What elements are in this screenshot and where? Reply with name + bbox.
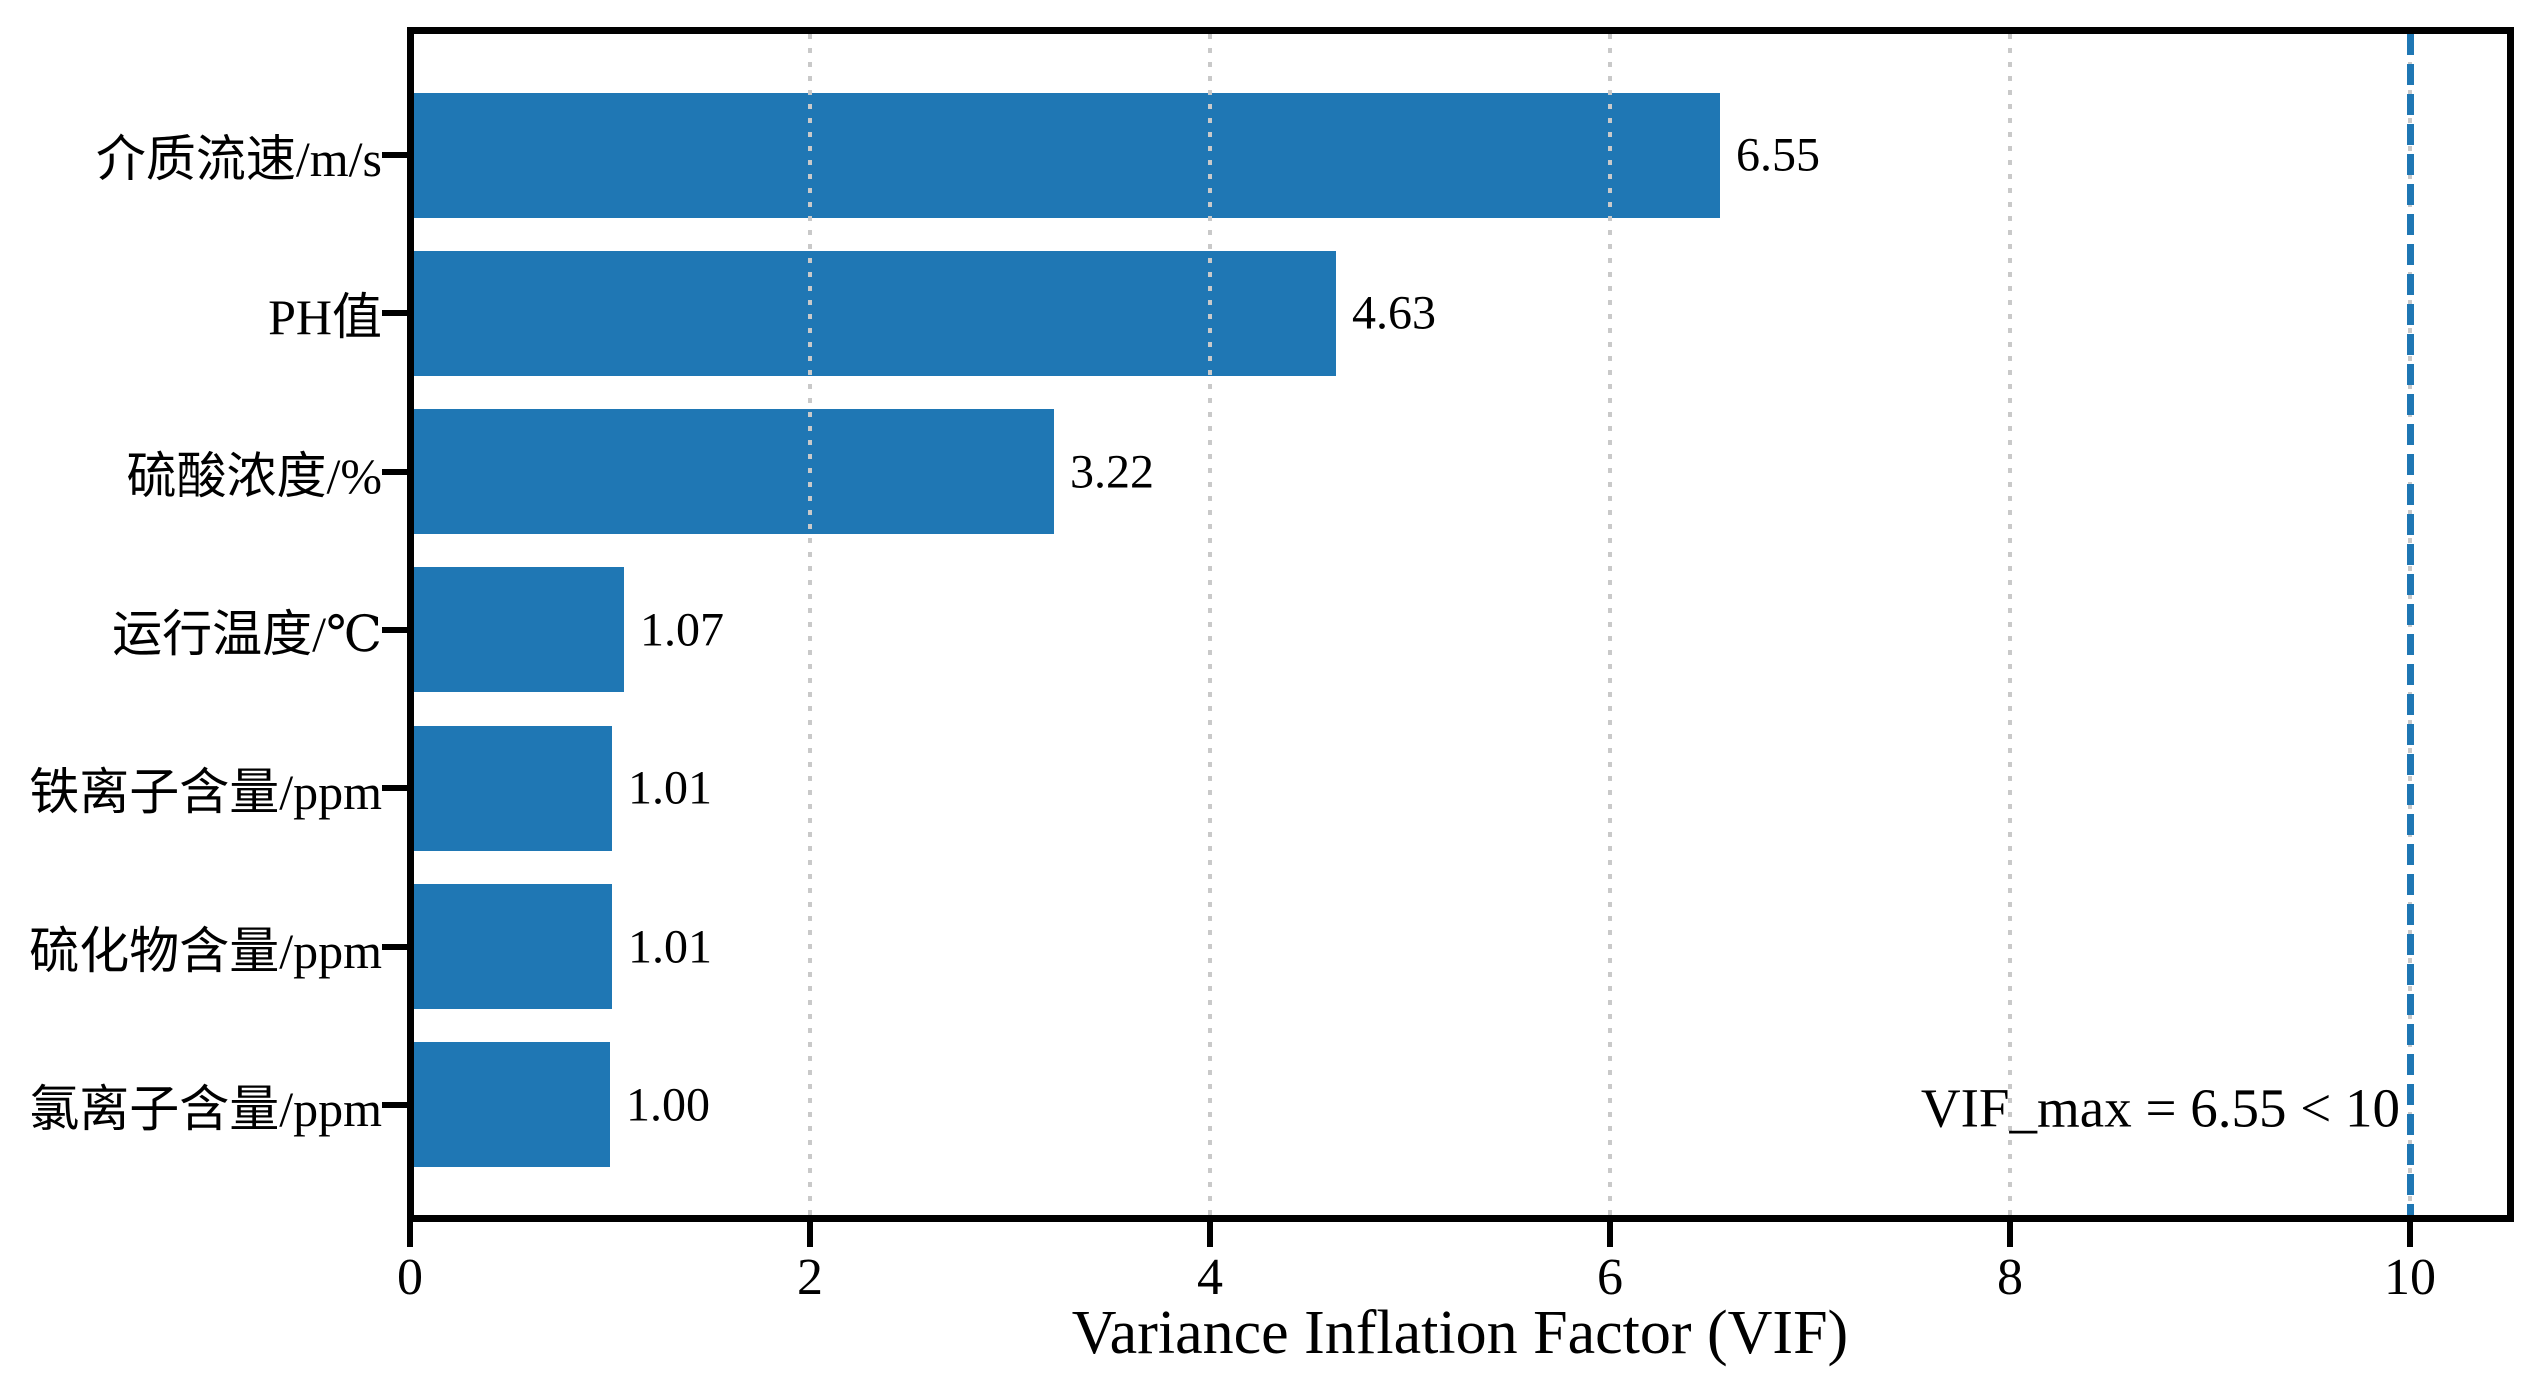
gridline [2008, 33, 2012, 1215]
y-axis-tick [381, 310, 407, 317]
bar-value-label: 6.55 [1736, 128, 1820, 182]
bar [410, 725, 612, 851]
y-axis-tick [381, 152, 407, 158]
gridline [1208, 33, 1212, 1215]
x-axis-tick [2007, 1221, 2013, 1247]
y-axis-tick-label: PH值 [268, 289, 382, 346]
bar-value-label: 1.01 [628, 920, 712, 973]
x-axis-tick [407, 1221, 413, 1247]
vif-max-annotation: VIF_max = 6.55 < 10 [1920, 1077, 2400, 1139]
x-axis-tick [807, 1221, 813, 1247]
x-axis-tick-label: 0 [397, 1249, 423, 1306]
y-axis-tick [381, 943, 407, 950]
bar [410, 409, 1054, 535]
x-axis-tick [1207, 1221, 1213, 1247]
threshold-line [2406, 33, 2414, 1215]
y-axis-tick [381, 626, 407, 633]
y-axis-tick-label: 硫化物含量/ppm [29, 922, 382, 979]
x-axis-tick-label: 2 [797, 1249, 823, 1306]
bar-value-label: 3.22 [1070, 445, 1154, 499]
y-axis-tick-label: 运行温度/℃ [112, 605, 382, 662]
x-axis-tick-label: 10 [2384, 1249, 2436, 1306]
x-axis-tick-label: 4 [1197, 1249, 1223, 1306]
y-axis-tick-label: 氯离子含量/ppm [29, 1080, 382, 1137]
x-axis-tick-label: 6 [1597, 1249, 1623, 1306]
y-axis-tick [381, 1101, 407, 1108]
bar-value-label: 1.07 [640, 603, 724, 657]
x-axis-tick [2407, 1221, 2413, 1247]
bar [410, 92, 1720, 218]
gridline [1608, 33, 1612, 1215]
x-axis-label: Variance Inflation Factor (VIF) [1071, 1299, 1849, 1367]
gridline [808, 33, 812, 1215]
x-axis-tick [1607, 1221, 1613, 1247]
bar [410, 884, 612, 1009]
bar-value-label: 1.00 [626, 1078, 710, 1132]
y-axis-tick-label: 铁离子含量/ppm [29, 764, 382, 821]
x-axis-tick-label: 8 [1997, 1249, 2023, 1306]
y-axis-tick-label: 介质流速/m/s [95, 131, 382, 187]
bar-value-label: 4.63 [1352, 286, 1436, 340]
bar-value-label: 1.01 [628, 761, 712, 815]
y-axis-tick [381, 468, 407, 475]
y-axis-tick-label: 硫酸浓度/% [126, 447, 382, 504]
bar [410, 567, 624, 693]
y-axis-tick [381, 785, 407, 792]
bar [410, 1042, 610, 1168]
bar [410, 250, 1336, 376]
